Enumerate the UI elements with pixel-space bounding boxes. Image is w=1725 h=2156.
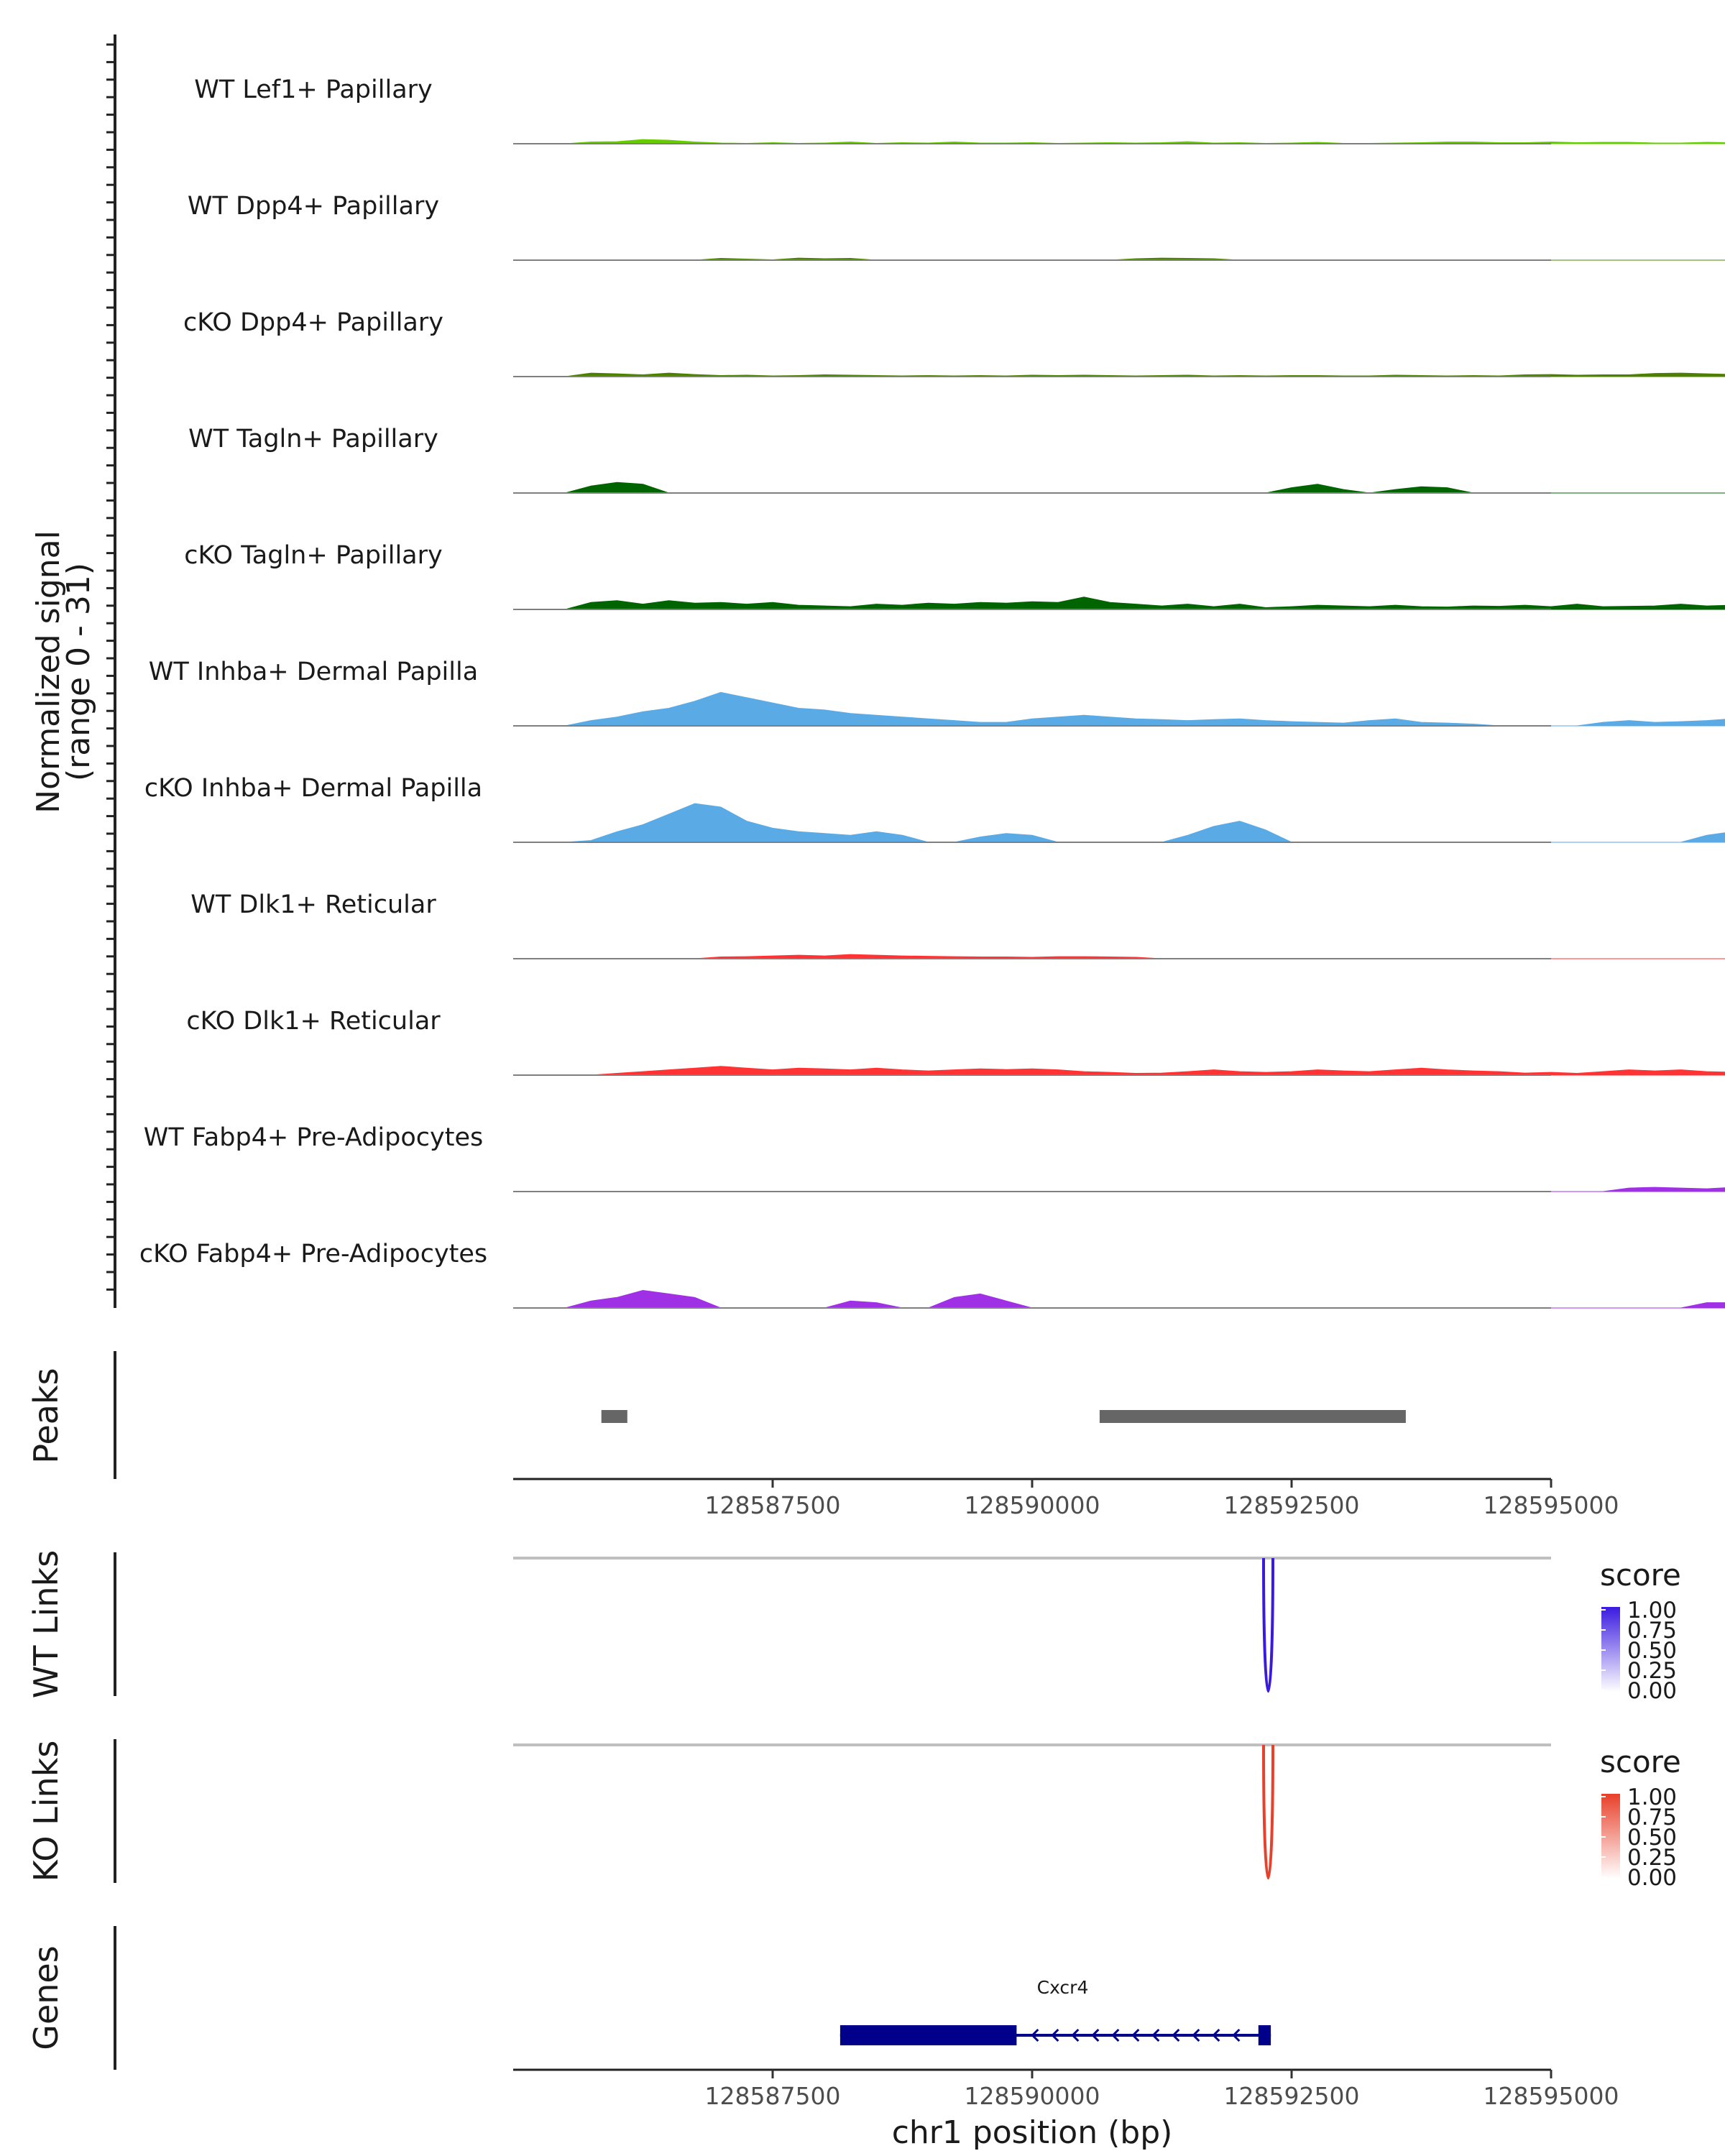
genes-panel-label: Genes bbox=[27, 1945, 65, 2050]
genes-panel: Genes Cxcr4 128587500 128590000 128592500 1… bbox=[27, 1926, 1619, 2151]
strand-arrow bbox=[1232, 2028, 1241, 2042]
wt-links-panel-label: WT Links bbox=[27, 1550, 65, 1698]
peaks-x-axis: 128587500 128590000 128592500 128595000 bbox=[513, 1478, 1619, 1519]
x-tick-label: 128592500 bbox=[1224, 1491, 1360, 1519]
coverage-panel: WT Lef1+ Papillary WT Dpp4+ Papillary cKO … bbox=[30, 34, 1725, 1309]
strand-arrow bbox=[1172, 2028, 1180, 2042]
coverage-track-label: WT Fabp4+ Pre-Adipocytes bbox=[144, 1123, 483, 1152]
coverage-area bbox=[513, 1066, 1725, 1076]
legend-tick-label: 1.00 bbox=[1627, 1598, 1677, 1623]
coverage-track-label: cKO Fabp4+ Pre-Adipocytes bbox=[139, 1240, 487, 1268]
x-tick-label: 128592500 bbox=[1224, 2082, 1360, 2110]
coverage-area bbox=[513, 691, 1725, 727]
strand-arrow bbox=[1051, 2028, 1059, 2042]
coverage-area bbox=[513, 1289, 1725, 1309]
link-arc bbox=[1262, 1744, 1274, 1879]
coverage-track: WT Inhba+ Dermal Papilla bbox=[149, 658, 1725, 727]
coverage-track: WT Dpp4+ Papillary bbox=[188, 192, 1725, 261]
coverage-area bbox=[513, 954, 1725, 959]
x-tick-label: 128595000 bbox=[1484, 1491, 1619, 1519]
coverage-track-label: WT Inhba+ Dermal Papilla bbox=[149, 658, 478, 686]
peaks-panel: Peaks 128587500 128590000 128592500 1285950… bbox=[27, 1351, 1619, 1519]
peak-bar bbox=[1099, 1410, 1406, 1423]
coverage-y-axis-range: (range 0 - 31) bbox=[60, 563, 97, 781]
coverage-area bbox=[513, 596, 1725, 610]
ko-links-arcs bbox=[513, 1743, 1551, 1879]
wt-links-arcs bbox=[513, 1557, 1551, 1692]
peak-bar bbox=[601, 1410, 627, 1423]
coverage-tracks: WT Lef1+ Papillary WT Dpp4+ Papillary cKO … bbox=[139, 75, 1725, 1309]
coverage-track: cKO Tagln+ Papillary bbox=[184, 541, 1725, 610]
legend-tick-label: 0.50 bbox=[1627, 1638, 1677, 1664]
wt-links-panel: WT Links score 1.000.750.500.250.00 bbox=[27, 1550, 1681, 1704]
legend-tick-label: 0.00 bbox=[1627, 1865, 1677, 1891]
legend-tick-label: 0.00 bbox=[1627, 1678, 1677, 1704]
wt-links-legend: score 1.000.750.500.250.00 bbox=[1600, 1557, 1681, 1704]
coverage-area bbox=[513, 1187, 1725, 1192]
coverage-track-label: WT Lef1+ Papillary bbox=[194, 75, 433, 104]
coverage-track-label: WT Dpp4+ Papillary bbox=[188, 192, 439, 221]
coverage-track: WT Lef1+ Papillary bbox=[194, 75, 1725, 144]
legend-tick-label: 1.00 bbox=[1627, 1784, 1677, 1810]
x-axis-title: chr1 position (bp) bbox=[892, 2114, 1173, 2151]
strand-arrow bbox=[1192, 2028, 1200, 2042]
coverage-track: cKO Fabp4+ Pre-Adipocytes bbox=[139, 1240, 1725, 1309]
strand-arrow bbox=[1212, 2028, 1220, 2042]
strand-arrow bbox=[1111, 2028, 1120, 2042]
coverage-area bbox=[513, 803, 1725, 843]
x-tick-label: 128595000 bbox=[1484, 2082, 1619, 2110]
coverage-area bbox=[513, 139, 1725, 144]
x-tick-label: 128587500 bbox=[705, 1491, 841, 1519]
coverage-area bbox=[513, 482, 1725, 494]
ko-links-panel: KO Links score 1.000.750.500.250.00 bbox=[27, 1739, 1681, 1891]
coverage-track-label: cKO Dpp4+ Papillary bbox=[183, 308, 443, 337]
x-tick-label: 128590000 bbox=[965, 1491, 1100, 1519]
x-tick-label: 128590000 bbox=[965, 2082, 1100, 2110]
coverage-y-axis-title: Normalized signal bbox=[30, 530, 67, 814]
coverage-track-label: cKO Dlk1+ Reticular bbox=[186, 1007, 441, 1036]
gene-name-label: Cxcr4 bbox=[1037, 1977, 1089, 1998]
coverage-track-label: WT Dlk1+ Reticular bbox=[190, 890, 436, 919]
coverage-track: cKO Dpp4+ Papillary bbox=[183, 308, 1725, 377]
coverage-track-label: cKO Tagln+ Papillary bbox=[184, 541, 443, 570]
legend-tick-label: 0.75 bbox=[1627, 1618, 1677, 1644]
legend-tick-label: 0.25 bbox=[1627, 1658, 1677, 1684]
coverage-track: WT Dlk1+ Reticular bbox=[190, 890, 1725, 959]
gene-exon bbox=[840, 2025, 1017, 2045]
legend-tick-label: 0.25 bbox=[1627, 1845, 1677, 1871]
peaks-panel-label: Peaks bbox=[27, 1368, 65, 1463]
legend-tick-label: 0.50 bbox=[1627, 1825, 1677, 1851]
peaks-bars bbox=[601, 1410, 1406, 1423]
strand-arrow bbox=[1151, 2028, 1160, 2042]
strand-arrow bbox=[1031, 2028, 1039, 2042]
strand-arrow bbox=[1071, 2028, 1080, 2042]
ko-links-legend: score 1.000.750.500.250.00 bbox=[1600, 1744, 1681, 1891]
coverage-track-label: WT Tagln+ Papillary bbox=[188, 425, 438, 453]
ko-legend-title: score bbox=[1600, 1744, 1681, 1779]
coverage-track: WT Fabp4+ Pre-Adipocytes bbox=[144, 1123, 1725, 1192]
coverage-track: WT Tagln+ Papillary bbox=[188, 425, 1725, 494]
coverage-area bbox=[513, 257, 1725, 261]
genes-x-axis: 128587500 128590000 128592500 128595000 bbox=[513, 2068, 1619, 2110]
legend-tick-label: 0.75 bbox=[1627, 1805, 1677, 1830]
x-tick-label: 128587500 bbox=[705, 2082, 841, 2110]
gene-exon bbox=[1258, 2025, 1271, 2045]
strand-arrow bbox=[1091, 2028, 1100, 2042]
coverage-y-ticks bbox=[106, 43, 115, 1291]
strand-arrow bbox=[1131, 2028, 1140, 2042]
gene-model bbox=[840, 2025, 1271, 2045]
coverage-track: cKO Inhba+ Dermal Papilla bbox=[144, 774, 1725, 843]
link-arc bbox=[1262, 1557, 1274, 1692]
coverage-track: cKO Dlk1+ Reticular bbox=[186, 1007, 1725, 1076]
coverage-track-label: cKO Inhba+ Dermal Papilla bbox=[144, 774, 482, 803]
ko-links-panel-label: KO Links bbox=[27, 1741, 65, 1882]
coverage-area bbox=[513, 372, 1725, 377]
wt-legend-title: score bbox=[1600, 1557, 1681, 1593]
